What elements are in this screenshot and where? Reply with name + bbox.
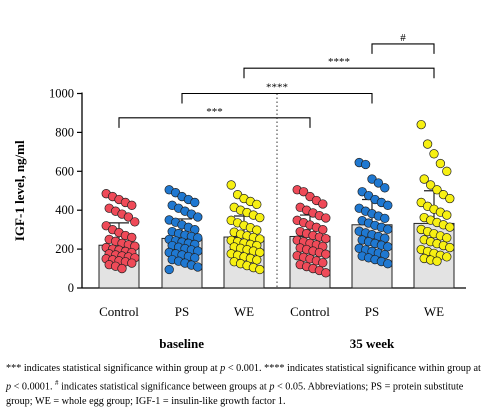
data-point [130,217,140,227]
data-point [252,255,262,265]
data-point [442,210,452,220]
data-point [425,180,436,190]
data-point [117,263,127,274]
data-point [318,258,328,268]
data-point [383,200,393,210]
data-point [321,249,331,259]
data-point [435,158,446,169]
data-point [321,233,331,244]
data-point [193,212,203,222]
y-tick-label: 1000 [49,87,74,101]
data-point [373,178,384,188]
significance-bracket [371,43,435,54]
caption-sig-within: *** [6,363,22,374]
data-point [190,197,200,208]
data-point [442,252,452,262]
data-point [445,193,455,204]
data-point [164,264,174,275]
x-category-label: PS [175,304,189,319]
data-point [432,256,442,266]
caption-hash: # [55,379,59,387]
data-point [123,212,134,222]
data-point [445,222,455,232]
data-point [432,185,442,195]
group-label: baseline [159,336,204,351]
significance-label: # [400,32,406,44]
data-point [127,200,137,210]
igf1-bar-chart: 0 200 400 600 800 1000 IGF-1 level, ng/ml Contr… [12,32,466,351]
data-point [383,224,393,234]
data-point [321,213,331,223]
x-category-label: PS [365,304,379,319]
significance-label: **** [328,56,350,68]
data-point [321,268,331,278]
y-tick-label: 0 [68,281,74,295]
x-category-label: WE [424,304,444,319]
caption-sig-within-2: **** [264,363,285,374]
data-point [255,264,265,275]
data-point [318,199,328,209]
x-category-label: WE [234,304,254,319]
y-tick-label: 200 [55,242,74,256]
data-point [442,166,452,176]
data-point [419,174,429,184]
group-label: 35 week [350,336,395,351]
x-category-label: Control [99,304,139,319]
y-axis-title: IGF-1 level, ng/ml [12,140,27,241]
data-point [380,213,390,224]
data-point [383,242,393,252]
data-point [416,119,426,130]
data-point [193,262,203,272]
x-category-label: Control [290,304,330,319]
significance-bracket [243,67,435,79]
y-tick-label: 400 [55,203,74,217]
data-point [255,212,265,223]
data-point [127,258,137,268]
y-tick-label: 800 [55,125,74,139]
data-point [380,183,390,193]
data-point [252,199,262,210]
significance-label: *** [206,106,223,118]
significance-bracket [118,117,311,128]
data-point [360,159,371,170]
data-point [445,242,455,253]
data-point [383,259,393,269]
significance-label: **** [266,82,288,94]
figure-caption: *** indicates statistical significance w… [6,363,481,408]
y-tick-label: 600 [55,164,74,178]
data-point [298,187,309,197]
significance-bracket [181,92,373,104]
data-point [226,180,236,190]
data-point [442,233,452,243]
data-point [422,139,433,149]
data-point [429,149,439,159]
